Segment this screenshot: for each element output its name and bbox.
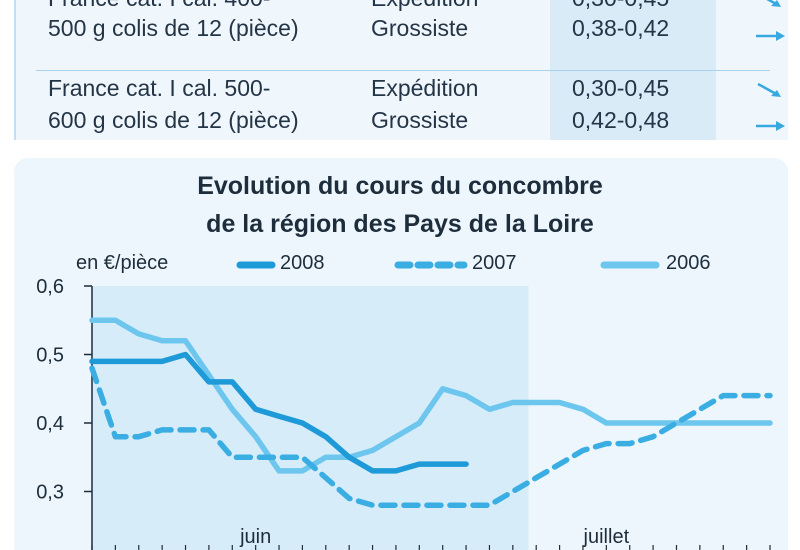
arrow-right-icon bbox=[756, 121, 785, 131]
price-range: 0,30-0,45 bbox=[572, 0, 669, 14]
arrow-down-right-icon bbox=[757, 82, 781, 97]
product-label-line: France cat. I cal. 500- bbox=[48, 75, 271, 101]
product-label-line: France cat. I cal. 400- bbox=[48, 0, 348, 14]
series-line-2006 bbox=[89, 317, 773, 474]
price-range: 0,38-0,42 bbox=[572, 15, 670, 41]
price-column-background bbox=[550, 0, 716, 70]
legend-label-2008: 2008 bbox=[280, 252, 325, 274]
series-line-2007 bbox=[89, 365, 773, 508]
price-range: 0,42-0,48 bbox=[572, 107, 670, 133]
price-range: 0,30-0,45 bbox=[572, 75, 670, 101]
arrow-right-icon bbox=[756, 31, 785, 41]
price-column-background bbox=[550, 70, 716, 140]
y-tick-label: 0,5 bbox=[36, 345, 64, 367]
market-type: Grossiste bbox=[371, 15, 469, 41]
x-month-label: juillet bbox=[583, 526, 630, 548]
y-tick-label: 0,3 bbox=[36, 482, 64, 504]
row-divider bbox=[36, 70, 770, 71]
chart-title-line: Evolution du cours du concombre bbox=[197, 172, 603, 200]
chart-title-line: de la région des Pays de la Loire bbox=[206, 210, 594, 238]
product-label-line: 600 g colis de 12 (pièce) bbox=[48, 107, 299, 133]
series-line-2008 bbox=[89, 351, 469, 474]
legend-label-2006: 2006 bbox=[666, 252, 711, 274]
price-table: France cat. I cal. 400- 500 g colis de 1… bbox=[14, 0, 788, 140]
arrow-down-right-icon bbox=[766, 0, 781, 7]
month-shading bbox=[92, 286, 529, 550]
price-row: France cat. I cal. 500- 600 g colis de 1… bbox=[16, 70, 790, 142]
price-row: France cat. I cal. 400- 500 g colis de 1… bbox=[16, 0, 790, 52]
legend-label-2007: 2007 bbox=[472, 252, 517, 274]
market-type: Expédition bbox=[371, 75, 479, 101]
product-label-line: 500 g colis de 12 (pièce) bbox=[48, 15, 299, 41]
y-tick-label: 0,4 bbox=[36, 413, 64, 435]
y-unit-label: en €/pièce bbox=[76, 252, 169, 274]
x-month-label: juin bbox=[239, 526, 271, 548]
market-type: Expédition bbox=[371, 0, 478, 14]
market-type: Grossiste bbox=[371, 107, 469, 133]
y-tick-label: 0,6 bbox=[36, 276, 64, 298]
